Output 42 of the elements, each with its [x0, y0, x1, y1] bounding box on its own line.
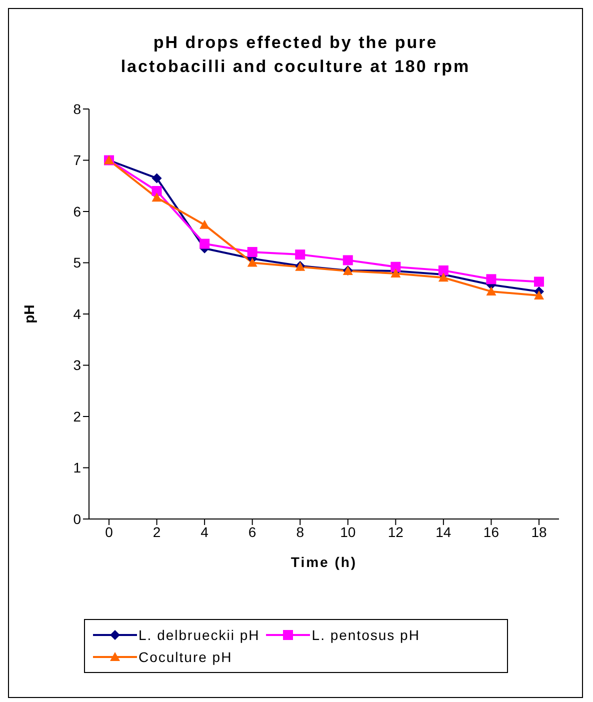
point	[152, 186, 162, 196]
y-tick-label: 3	[73, 357, 82, 374]
y-tick-label: 6	[73, 203, 82, 220]
x-tick-label: 12	[388, 524, 404, 540]
y-tick-label: 7	[73, 152, 82, 168]
point	[390, 268, 401, 278]
legend-label: Coculture pH	[138, 649, 232, 665]
x-axis-title: Time (h)	[290, 554, 358, 570]
y-tick-label: 2	[73, 408, 82, 424]
point	[247, 246, 258, 257]
y-tick-label: 1	[73, 460, 82, 476]
x-tick-label: 4	[200, 524, 209, 540]
point	[152, 192, 162, 202]
x-tick-label: 10	[340, 524, 356, 540]
y-tick-label: 4	[73, 306, 82, 322]
x-tick-label: 18	[531, 524, 547, 540]
point	[534, 290, 544, 300]
y-tick-label: 0	[73, 510, 82, 527]
point	[200, 238, 210, 249]
x-tick-label: 14	[436, 524, 452, 540]
legend-label: L. delbrueckii pH	[138, 627, 260, 643]
x-tick-label: 6	[248, 524, 256, 540]
point	[534, 276, 544, 287]
legend-label: L. pentosus pH	[312, 627, 420, 643]
point	[486, 274, 496, 284]
point	[200, 220, 210, 229]
point	[486, 286, 496, 296]
point	[295, 250, 306, 260]
x-tick-label: 0	[105, 524, 114, 540]
point	[438, 272, 448, 282]
y-axis-title: pH	[20, 304, 37, 324]
point	[247, 258, 258, 267]
x-tick-label: 8	[296, 524, 304, 540]
x-tick-label: 2	[152, 524, 161, 540]
point	[342, 255, 353, 266]
point	[438, 265, 448, 276]
y-tick-label: 5	[73, 254, 82, 271]
chart-title: pH drops effected by the pure lactobacilli and coculture at 180 rpm	[120, 32, 472, 78]
x-tick-label: 16	[483, 524, 500, 540]
point	[390, 262, 401, 272]
y-tick-label: 8	[73, 100, 82, 117]
point	[152, 173, 162, 184]
